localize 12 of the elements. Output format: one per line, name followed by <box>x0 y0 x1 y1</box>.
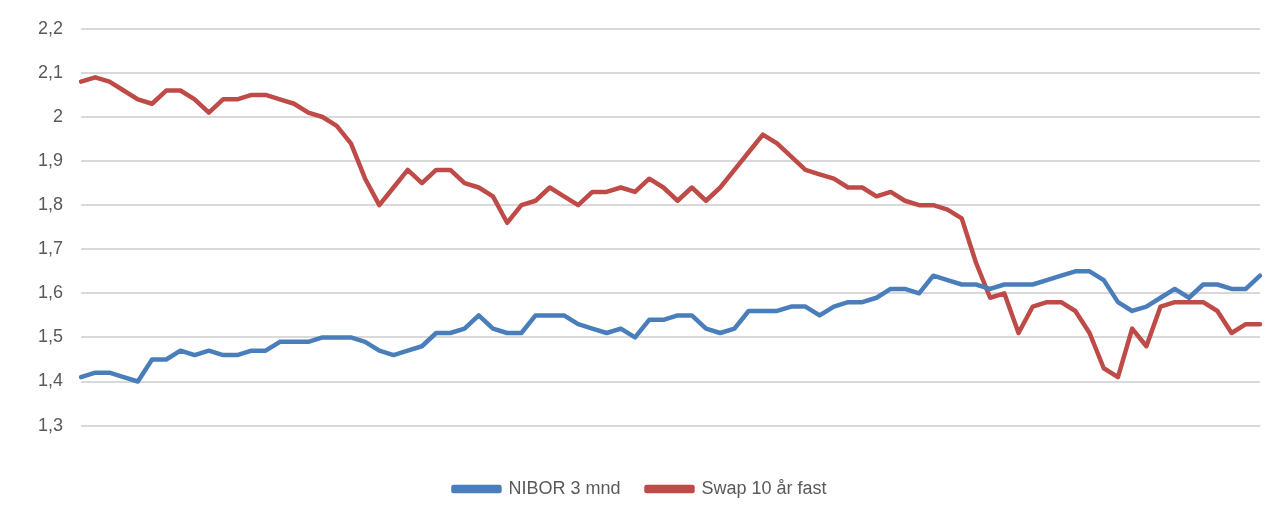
y-tick-label: 2 <box>53 105 64 126</box>
y-tick-label: 1,3 <box>37 414 64 435</box>
y-tick-label: 1,6 <box>37 282 64 303</box>
y-tick-label: 2,1 <box>37 61 64 82</box>
y-tick-label: 1,5 <box>37 326 64 347</box>
y-tick-label: 2,2 <box>37 17 64 38</box>
y-tick-label: 1,8 <box>37 194 64 215</box>
legend-label: Swap 10 år fast <box>701 477 827 498</box>
y-tick-label: 1,9 <box>37 150 64 171</box>
y-tick-label: 1,7 <box>37 238 64 259</box>
y-tick-label: 1,4 <box>37 370 64 391</box>
legend-label: NIBOR 3 mnd <box>508 477 621 498</box>
